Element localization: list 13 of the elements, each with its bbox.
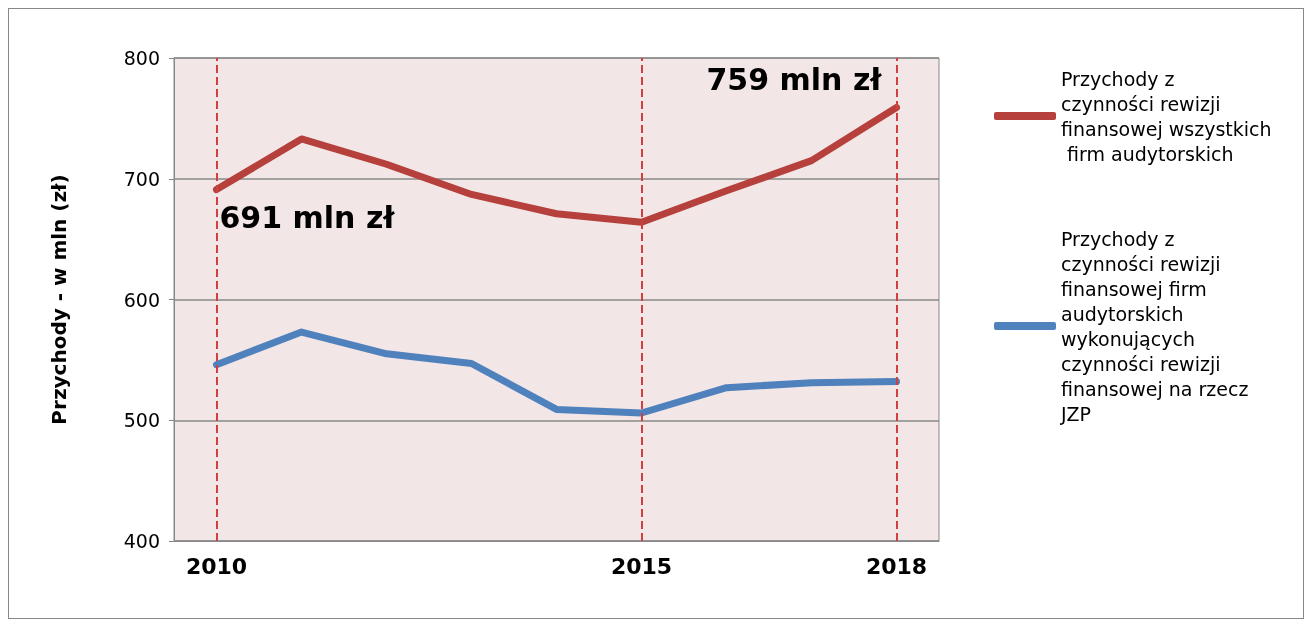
annotation: 691 mln zł: [219, 200, 396, 236]
annotation: 759 mln zł: [706, 62, 883, 98]
y-tick-label: 700: [123, 167, 160, 190]
legend-label: Przychody z czynności rewizji finansowej firm audytorskich wykonujących czynności rewizji finansowej na rzecz JZP: [1060, 227, 1255, 425]
x-tick-label: 2018: [865, 553, 928, 579]
x-tick-label: 2010: [185, 553, 248, 579]
y-tick-label: 800: [123, 47, 160, 69]
legend-label: Przychody z czynności rewizji finansowej wszystkich firm audytorskich: [1061, 67, 1272, 165]
x-tick-label: 2015: [610, 553, 673, 579]
y-tick-label: 400: [123, 530, 160, 552]
y-axis-title: Przychody - w mln (zł): [47, 174, 71, 425]
y-tick-label: 600: [123, 288, 160, 311]
y-tick-label: 500: [123, 409, 160, 432]
